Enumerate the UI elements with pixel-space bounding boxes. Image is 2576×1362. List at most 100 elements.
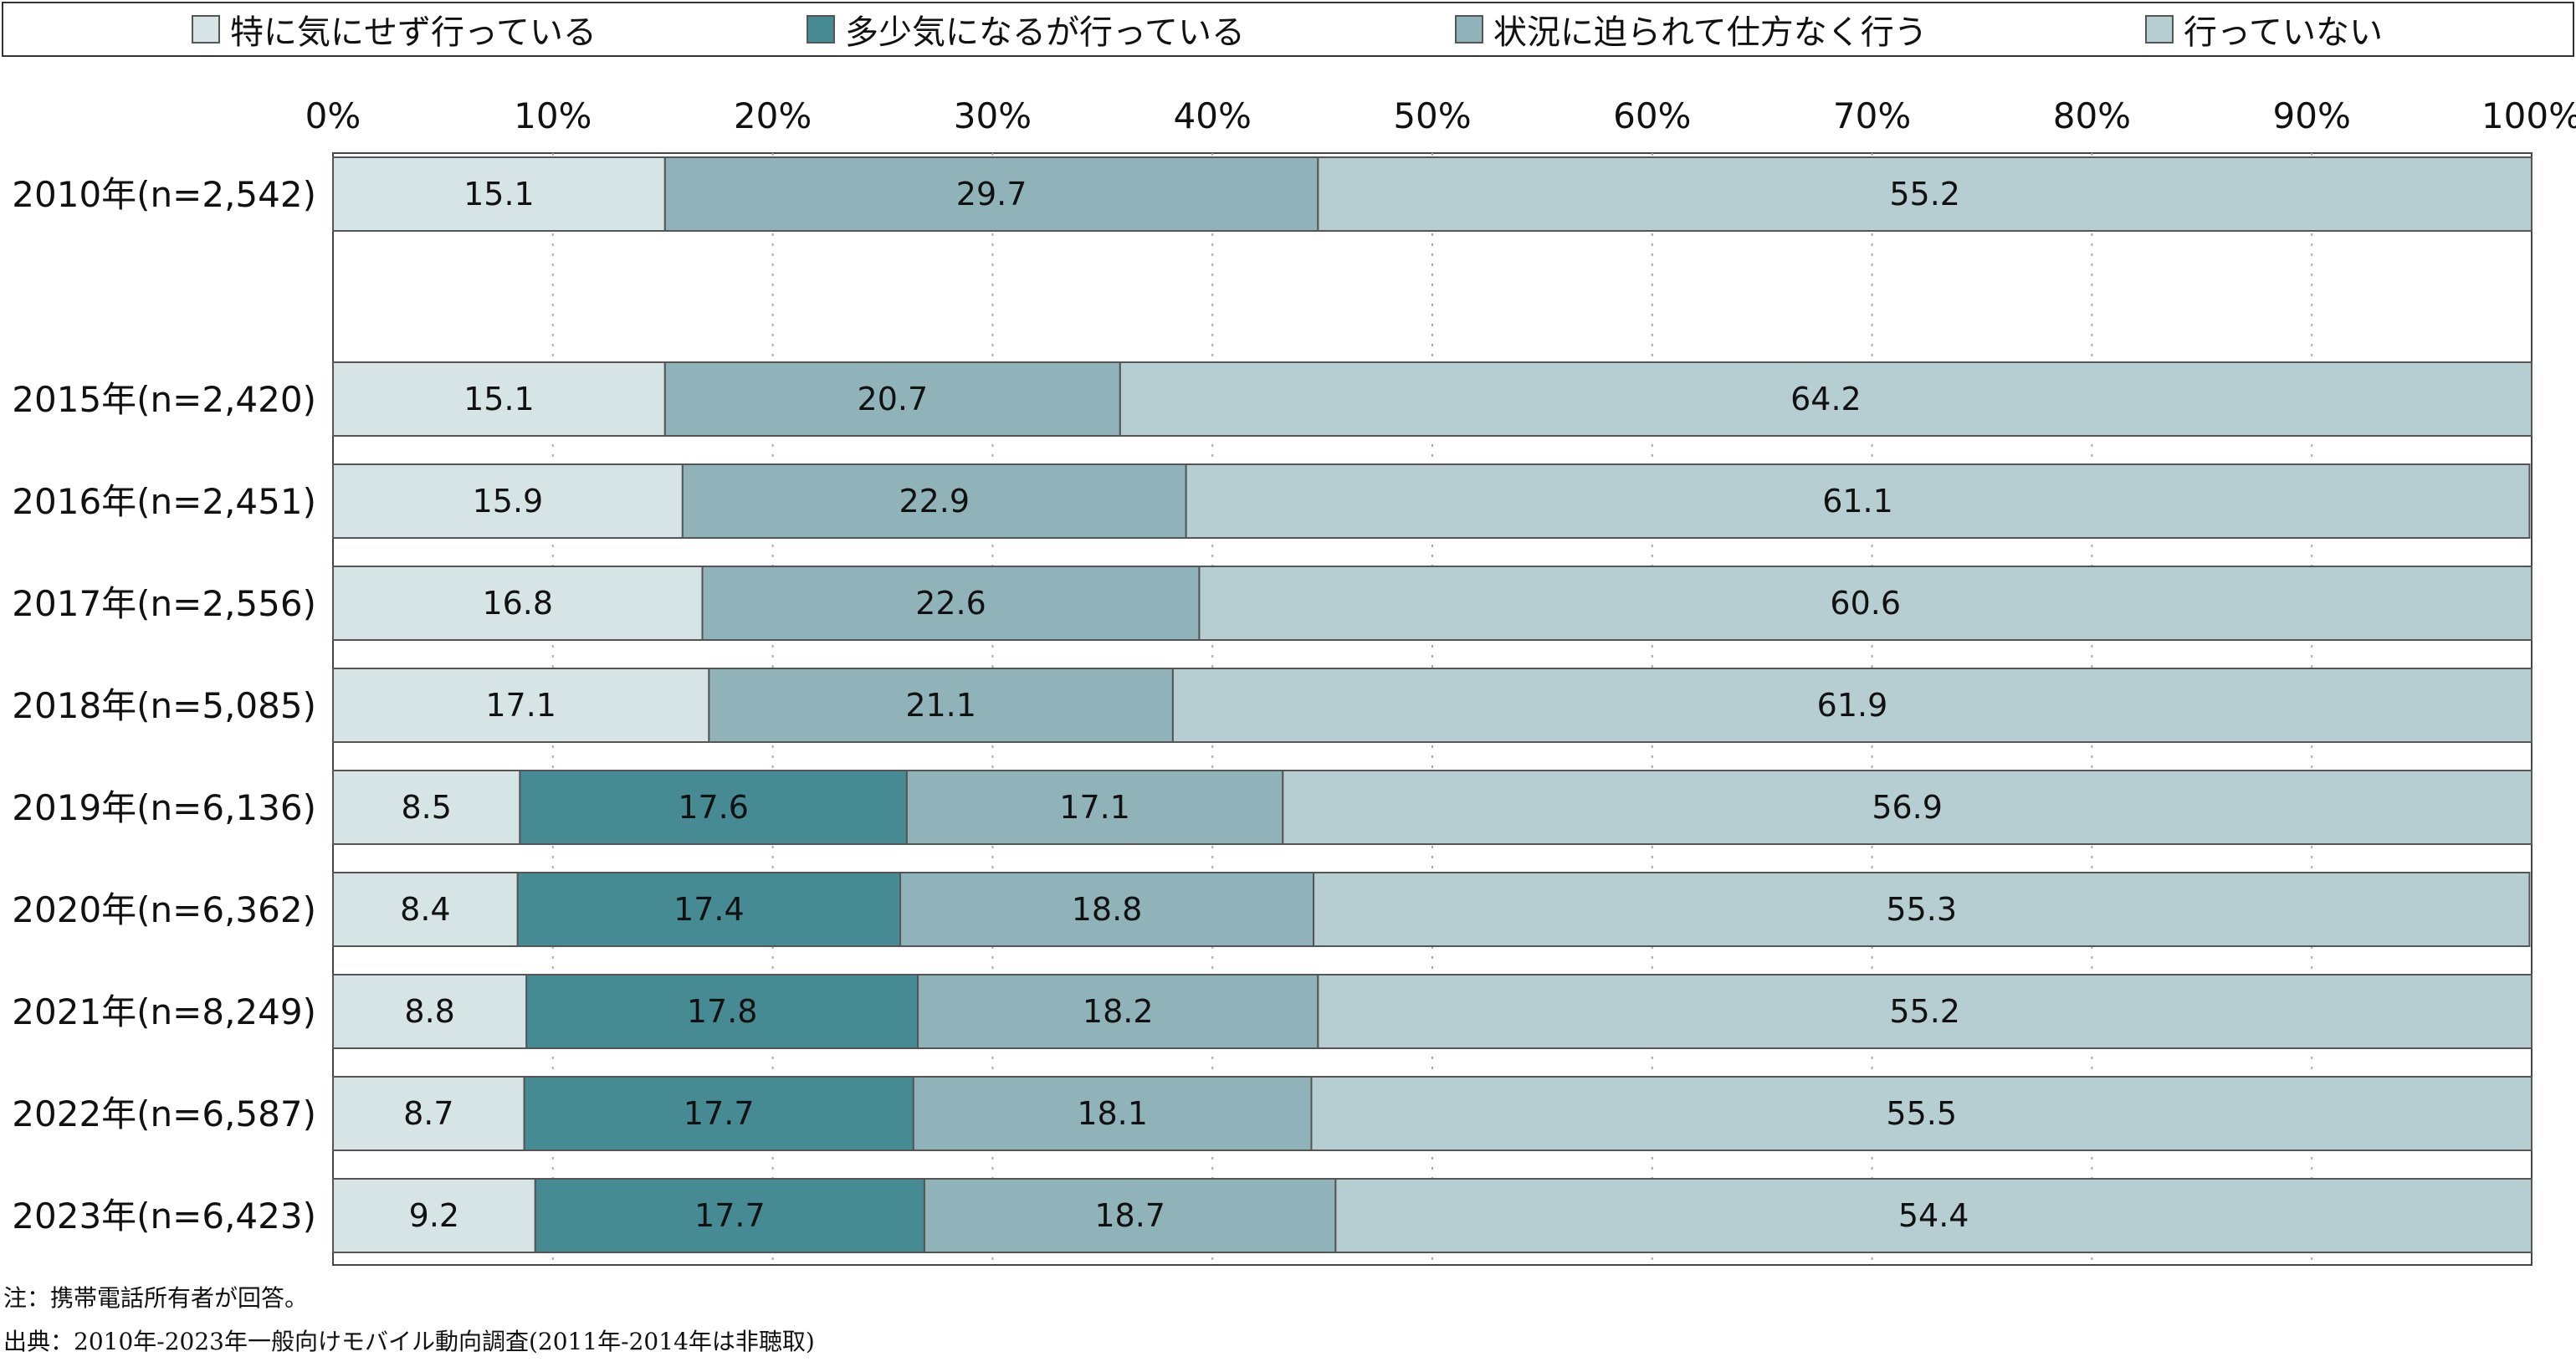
category-label: 2017年(n=2,556)	[12, 583, 316, 624]
bar-segment	[663, 156, 1319, 232]
data-label: 17.7	[694, 1197, 766, 1234]
legend-label-1: 特に気にせず行っている	[230, 13, 597, 52]
data-label: 16.8	[482, 585, 553, 622]
data-label: 61.1	[1822, 483, 1893, 520]
data-label: 8.4	[400, 891, 450, 928]
data-label: 18.1	[1077, 1095, 1148, 1132]
category-label: 2018年(n=5,085)	[12, 685, 316, 726]
data-label: 55.2	[1889, 176, 1960, 212]
bar-segment	[701, 566, 1201, 641]
x-tick-label: 100%	[2481, 95, 2576, 136]
bar-segment	[523, 1076, 914, 1151]
bar-segment	[1119, 361, 2532, 437]
data-label: 17.6	[678, 789, 749, 826]
category-label: 2021年(n=8,249)	[12, 991, 316, 1032]
data-label: 55.3	[1886, 891, 1957, 928]
data-label: 17.7	[684, 1095, 755, 1132]
x-tick-label: 0%	[305, 95, 361, 136]
bar-segment	[1317, 156, 2532, 232]
bar-segment	[917, 974, 1319, 1049]
data-label: 18.2	[1083, 993, 1154, 1030]
data-label: 29.7	[956, 176, 1027, 212]
bar-segment	[663, 361, 1121, 437]
x-tick-label: 10%	[514, 95, 592, 136]
bar-segment	[1185, 463, 2531, 539]
bar-segment	[681, 463, 1187, 539]
bar-segment	[1317, 974, 2532, 1049]
data-label: 54.4	[1898, 1197, 1969, 1234]
bar-segment	[525, 974, 919, 1049]
data-label: 17.1	[1059, 789, 1130, 826]
data-label: 56.9	[1872, 789, 1943, 826]
legend-label-4: 行っていない	[2184, 13, 2383, 52]
x-tick-label: 40%	[1174, 95, 1252, 136]
x-tick-label: 80%	[2053, 95, 2131, 136]
data-label: 22.9	[899, 483, 970, 520]
data-label: 55.2	[1889, 993, 1960, 1030]
data-label: 22.6	[915, 585, 986, 622]
x-tick-label: 60%	[1613, 95, 1691, 136]
bar-segment	[899, 872, 1315, 947]
data-label: 15.1	[463, 381, 535, 417]
legend-swatch-1	[192, 15, 220, 44]
legend-item-3: 状況に迫られて仕方なく行う	[1455, 3, 1928, 55]
data-label: 18.7	[1094, 1197, 1165, 1234]
x-tick-label: 70%	[1833, 95, 1911, 136]
data-label: 55.5	[1886, 1095, 1957, 1132]
bar-segment	[1171, 668, 2532, 743]
data-label: 15.9	[473, 483, 544, 520]
bar-segment	[332, 1178, 536, 1253]
bar-segment	[1310, 1076, 2532, 1151]
data-label: 17.1	[485, 687, 556, 724]
bar-segment	[1334, 1178, 2532, 1253]
legend-item-4: 行っていない	[2145, 3, 2383, 55]
legend-label-2: 多少気になるが行っている	[845, 13, 1245, 52]
bar-segment	[905, 770, 1284, 845]
data-label: 15.1	[463, 176, 535, 212]
bar-segment	[1198, 566, 2532, 641]
bar-segment	[332, 361, 666, 437]
category-label: 2016年(n=2,451)	[12, 481, 316, 522]
category-label: 2015年(n=2,420)	[12, 379, 316, 420]
legend-swatch-4	[2145, 15, 2174, 44]
bar-segment	[519, 770, 908, 845]
legend-swatch-3	[1455, 15, 1483, 44]
legend-item-1: 特に気にせず行っている	[192, 3, 597, 55]
legend-label-3: 状況に迫られて仕方なく行う	[1493, 13, 1928, 52]
bar-segment	[923, 1178, 1337, 1253]
bar-segment	[1282, 770, 2532, 845]
legend-item-2: 多少気になるが行っている	[807, 3, 1245, 55]
data-label: 18.8	[1072, 891, 1143, 928]
category-label: 2010年(n=2,542)	[12, 174, 316, 215]
data-label: 9.2	[409, 1197, 459, 1234]
data-label: 17.8	[687, 993, 758, 1030]
bar-segment	[332, 463, 684, 539]
bar-segment	[332, 1076, 525, 1151]
note-text: 注：携帯電話所有者が回答。	[3, 1284, 309, 1312]
bar-segment	[912, 1076, 1313, 1151]
bar-segment	[332, 974, 528, 1049]
category-label: 2022年(n=6,587)	[12, 1093, 316, 1134]
data-label: 8.8	[404, 993, 454, 1030]
data-label: 8.7	[403, 1095, 453, 1132]
data-label: 61.9	[1817, 687, 1888, 724]
category-label: 2020年(n=6,362)	[12, 889, 316, 930]
category-label: 2019年(n=6,136)	[12, 787, 316, 828]
x-tick-label: 50%	[1393, 95, 1471, 136]
bar-segment	[332, 872, 519, 947]
category-label: 2023年(n=6,423)	[12, 1196, 316, 1237]
bar-segment	[516, 872, 902, 947]
bar-segment	[332, 156, 666, 232]
data-label: 21.1	[905, 687, 976, 724]
legend-swatch-2	[807, 15, 835, 44]
data-label: 20.7	[858, 381, 929, 417]
legend: 特に気にせず行っている 多少気になるが行っている 状況に迫られて仕方なく行う 行…	[2, 2, 2574, 57]
x-tick-label: 20%	[734, 95, 812, 136]
data-label: 8.5	[401, 789, 451, 826]
source-text: 出典：2010年-2023年一般向けモバイル動向調査(2011年-2014年は非…	[3, 1328, 815, 1355]
data-label: 64.2	[1790, 381, 1862, 417]
bar-segment	[1313, 872, 2531, 947]
data-label: 60.6	[1830, 585, 1901, 622]
data-label: 17.4	[673, 891, 745, 928]
